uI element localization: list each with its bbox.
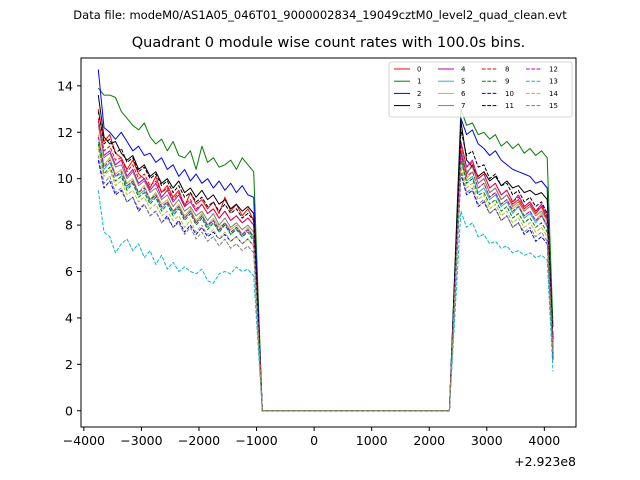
x-tick-label: −1000 xyxy=(235,433,277,448)
y-tick-label: 2 xyxy=(65,357,73,372)
x-tick-label: 3000 xyxy=(471,433,503,448)
x-axis-offset-label: +2.923e8 xyxy=(514,454,576,469)
series-line-15 xyxy=(97,155,554,412)
x-tick-label: 4000 xyxy=(528,433,560,448)
series-line-9 xyxy=(97,143,554,412)
x-tick-label: 1000 xyxy=(356,433,388,448)
series-line-12 xyxy=(97,136,554,412)
y-tick-label: 8 xyxy=(65,218,73,233)
legend-box xyxy=(388,61,573,118)
legend-label-1: 1 xyxy=(417,78,421,86)
y-axis: 0 2 4 6 8 10 12 14 xyxy=(57,78,81,418)
x-tick-label: 2000 xyxy=(413,433,445,448)
axes-frame xyxy=(80,57,577,428)
legend-label-12: 12 xyxy=(549,66,558,74)
x-axis: −4000 −3000 −2000 −1000 0 1000 2000 3000 4000 xyxy=(63,427,560,448)
legend-label-10: 10 xyxy=(505,90,514,98)
legend-label-9: 9 xyxy=(505,78,509,86)
x-tick-label: −4000 xyxy=(63,433,105,448)
series-layer xyxy=(97,69,554,412)
series-line-10 xyxy=(97,159,554,412)
series-line-0 xyxy=(97,109,554,412)
y-tick-label: 14 xyxy=(57,78,73,93)
series-line-11 xyxy=(97,111,554,412)
series-line-1 xyxy=(97,87,554,412)
series-line-3 xyxy=(97,95,554,412)
legend-label-5: 5 xyxy=(461,78,465,86)
series-line-4 xyxy=(97,120,554,412)
y-tick-label: 0 xyxy=(65,403,73,418)
y-tick-label: 6 xyxy=(65,264,73,279)
legend-label-0: 0 xyxy=(417,66,421,74)
y-tick-label: 4 xyxy=(65,310,73,325)
legend-label-3: 3 xyxy=(417,102,421,110)
series-line-13 xyxy=(97,190,554,412)
y-tick-label: 12 xyxy=(57,125,73,140)
x-tick-label: −3000 xyxy=(120,433,162,448)
series-line-14 xyxy=(97,148,554,412)
legend-label-8: 8 xyxy=(505,66,509,74)
series-line-7 xyxy=(97,125,554,412)
x-tick-label: 0 xyxy=(310,433,318,448)
chart-title: Quadrant 0 module wise count rates with … xyxy=(131,35,526,51)
y-tick-label: 10 xyxy=(57,171,73,186)
series-line-8 xyxy=(97,118,554,412)
legend-label-11: 11 xyxy=(505,102,514,110)
legend-label-15: 15 xyxy=(549,102,558,110)
legend-label-7: 7 xyxy=(461,102,465,110)
legend-label-4: 4 xyxy=(461,66,466,74)
legend-label-2: 2 xyxy=(417,90,421,98)
legend-label-14: 14 xyxy=(549,90,558,98)
series-line-2 xyxy=(97,69,554,412)
x-tick-label: −2000 xyxy=(178,433,220,448)
legend-label-6: 6 xyxy=(461,90,466,98)
legend-label-13: 13 xyxy=(549,78,558,86)
figure-suptitle: Data file: modeM0/AS1A05_046T01_90000028… xyxy=(73,8,567,22)
